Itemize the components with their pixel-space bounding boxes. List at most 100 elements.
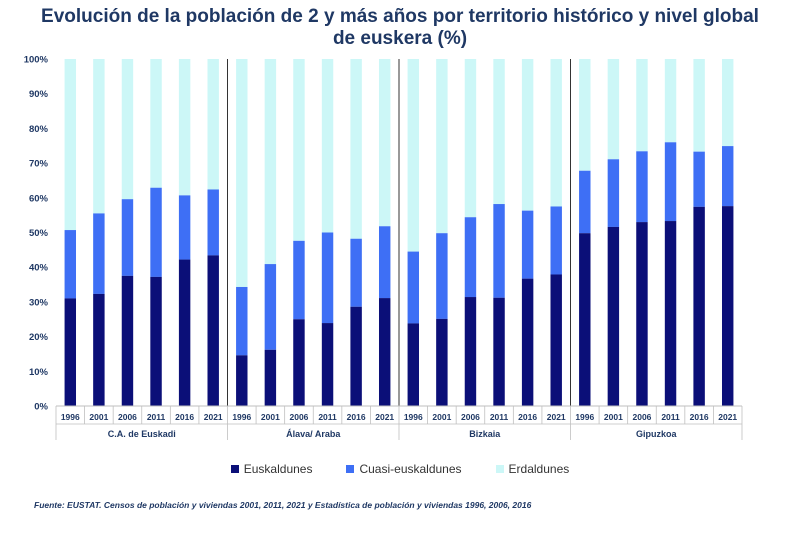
x-tick-label-year: 2021: [204, 412, 223, 422]
stacked-bar-chart: 0% 10% 20% 30% 40% 50% 60% 70% 80% 90% 100% 1996 200…: [24, 55, 743, 440]
bar-cuasi-euskaldunes: [350, 238, 362, 307]
bar-erdaldunes: [350, 59, 362, 239]
bar-erdaldunes: [150, 59, 162, 188]
bar-euskaldunes: [121, 275, 134, 406]
bar-euskaldunes: [493, 297, 505, 406]
x-tick-label-year: 1996: [232, 412, 251, 422]
bar-erdaldunes: [693, 59, 705, 152]
bar-euskaldunes: [236, 355, 248, 406]
bar-euskaldunes: [321, 323, 334, 406]
y-tick-label: 90%: [29, 89, 49, 100]
legend-item-euskaldunes: Euskaldunes: [230, 462, 313, 476]
bar-erdaldunes: [664, 59, 677, 143]
x-tick-label-year: 1996: [575, 412, 594, 422]
bar-euskaldunes: [693, 206, 705, 406]
legend-label-erdaldunes: Erdaldunes: [508, 462, 570, 476]
bar-euskaldunes: [64, 298, 77, 406]
legend-swatch-cuasi-euskaldunes: [346, 465, 355, 473]
x-tick-label-year: 1996: [404, 412, 423, 422]
bar-euskaldunes: [664, 221, 677, 406]
y-tick-label: 0%: [34, 402, 48, 413]
bar-erdaldunes: [464, 59, 477, 218]
bar-erdaldunes: [93, 59, 105, 214]
bar-cuasi-euskaldunes: [436, 233, 448, 319]
bar-euskaldunes: [378, 298, 391, 406]
bar-euskaldunes: [178, 259, 191, 406]
y-tick-label: 20%: [29, 332, 49, 343]
bar-cuasi-euskaldunes: [321, 232, 334, 324]
legend-item-erdaldunes: Erdaldunes: [495, 462, 570, 476]
x-tick-label-year: 2016: [518, 412, 537, 422]
bar-erdaldunes: [121, 59, 134, 200]
bar-euskaldunes: [579, 233, 591, 406]
bar-cuasi-euskaldunes: [607, 159, 620, 227]
y-tick-label: 30%: [29, 297, 49, 308]
y-tick-label: 50%: [29, 228, 49, 239]
bar-erdaldunes: [579, 59, 591, 171]
bar-cuasi-euskaldunes: [693, 151, 705, 207]
bar-erdaldunes: [407, 59, 420, 252]
bar-euskaldunes: [464, 297, 477, 406]
bar-cuasi-euskaldunes: [178, 195, 191, 260]
x-tick-label-year: 2006: [461, 412, 480, 422]
x-tick-label-year: 2001: [89, 412, 108, 422]
bar-euskaldunes: [350, 306, 362, 406]
x-tick-label-year: 2011: [490, 412, 509, 422]
bar-cuasi-euskaldunes: [293, 240, 305, 320]
bar-euskaldunes: [521, 278, 534, 406]
x-tick-label-year: 2001: [261, 412, 280, 422]
legend-item-cuasi-euskaldunes: Cuasi-euskaldunes: [346, 462, 462, 476]
legend-label-cuasi-euskaldunes: Cuasi-euskaldunes: [359, 462, 462, 476]
x-tick-label-year: 2011: [661, 412, 680, 422]
bar-erdaldunes: [178, 59, 191, 196]
bar-cuasi-euskaldunes: [207, 189, 219, 256]
bar-erdaldunes: [607, 59, 620, 160]
y-tick-label: 10%: [29, 367, 49, 378]
y-tick-label: 40%: [29, 263, 49, 274]
bar-cuasi-euskaldunes: [521, 210, 534, 279]
bar-erdaldunes: [264, 59, 277, 265]
bar-euskaldunes: [293, 319, 305, 406]
bar-euskaldunes: [436, 318, 448, 406]
bar-euskaldunes: [207, 255, 219, 406]
bar-euskaldunes: [407, 323, 420, 406]
y-tick-label: 70%: [29, 159, 49, 170]
bar-erdaldunes: [636, 59, 648, 152]
bar-euskaldunes: [721, 206, 734, 406]
bar-cuasi-euskaldunes: [721, 146, 734, 207]
bar-cuasi-euskaldunes: [378, 226, 391, 299]
bar-erdaldunes: [378, 59, 391, 227]
bar-cuasi-euskaldunes: [464, 217, 477, 298]
legend-label-euskaldunes: Euskaldunes: [243, 462, 313, 476]
x-tick-label-year: 2016: [347, 412, 366, 422]
x-tick-label-year: 2016: [690, 412, 709, 422]
x-tick-label-year: 2021: [718, 412, 737, 422]
y-tick-label: 100%: [24, 55, 49, 66]
bar-euskaldunes: [264, 349, 277, 406]
bar-cuasi-euskaldunes: [636, 151, 648, 223]
y-tick-label: 80%: [29, 124, 49, 135]
bar-erdaldunes: [521, 59, 534, 211]
x-tick-label-year: 2011: [318, 412, 337, 422]
y-tick-label: 60%: [29, 193, 49, 204]
legend-swatch-euskaldunes: [230, 465, 239, 473]
x-group-label: Gipuzkoa: [636, 429, 677, 439]
bar-erdaldunes: [293, 59, 305, 241]
bar-erdaldunes: [493, 59, 505, 205]
x-tick-label-year: 2006: [118, 412, 137, 422]
bar-cuasi-euskaldunes: [550, 206, 562, 275]
x-tick-label-year: 2016: [175, 412, 194, 422]
bar-cuasi-euskaldunes: [93, 213, 105, 294]
bar-erdaldunes: [550, 59, 562, 207]
x-tick-label-year: 2001: [604, 412, 623, 422]
x-group-label: C.A. de Euskadi: [108, 429, 176, 439]
x-group-label: Álava/ Araba: [286, 429, 341, 439]
bar-cuasi-euskaldunes: [121, 199, 134, 276]
legend-swatch-erdaldunes: [495, 465, 504, 473]
x-tick-label-year: 1996: [61, 412, 80, 422]
bar-cuasi-euskaldunes: [407, 251, 420, 324]
bar-cuasi-euskaldunes: [264, 264, 277, 350]
x-tick-label-year: 2001: [432, 412, 451, 422]
bar-cuasi-euskaldunes: [150, 187, 162, 277]
bar-cuasi-euskaldunes: [579, 170, 591, 234]
